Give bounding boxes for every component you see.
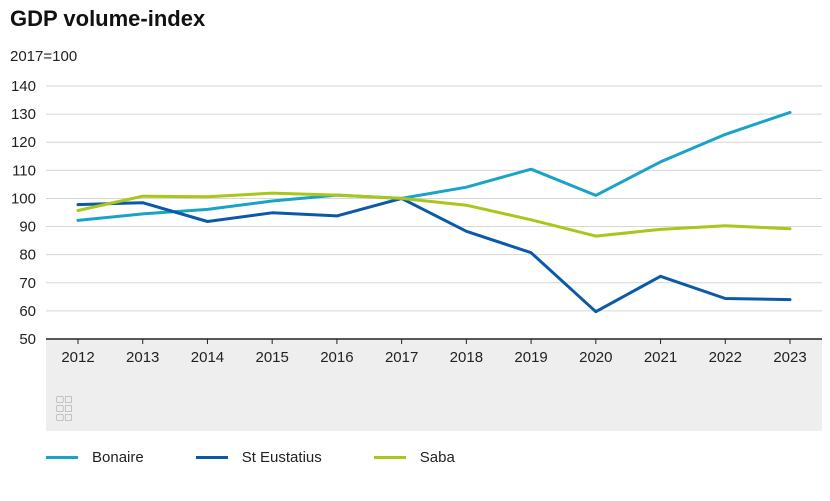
y-tick-label: 70 [19, 275, 36, 292]
y-tick-label: 140 [11, 78, 36, 95]
x-tick-label: 2022 [709, 349, 742, 366]
logo-line-1: ▢▢ [55, 394, 72, 404]
series-line-bonaire [76, 110, 792, 222]
legend-label: Saba [419, 449, 455, 466]
y-tick-label: 120 [11, 134, 36, 151]
legend-swatch [373, 456, 406, 459]
line-chart: 50 60 70 80 90 100 110 120 130 140 2012 2013 2014 20… [11, 78, 822, 431]
y-tick-label: 90 [19, 219, 36, 236]
x-axis-panel [46, 339, 822, 431]
legend-label: Bonaire [92, 449, 144, 466]
x-tick-label: 2018 [450, 349, 483, 366]
logo-line-3: ▢▢ [55, 412, 72, 422]
x-tick-label: 2020 [579, 349, 612, 366]
legend-swatch [46, 456, 78, 459]
x-tick-label: 2021 [644, 349, 677, 366]
legend-item-saba: Saba [373, 449, 455, 466]
y-tick-label: 60 [19, 303, 36, 320]
y-tick-label: 100 [11, 190, 36, 207]
legend-label: St Eustatius [241, 449, 322, 466]
x-tick-label: 2014 [191, 349, 224, 366]
legend-item-st-eustatius: St Eustatius [195, 449, 322, 466]
cbs-logo: ▢▢ ▢▢ ▢▢ [55, 394, 72, 422]
y-axis-unit-label: 2017=100 [10, 48, 78, 65]
x-tick-label: 2012 [61, 349, 94, 366]
legend-swatch [195, 456, 228, 459]
x-tick-label: 2016 [320, 349, 353, 366]
legend-item-bonaire: Bonaire [46, 449, 144, 466]
logo-line-2: ▢▢ [55, 403, 72, 413]
y-tick-label: 50 [19, 331, 36, 348]
series-line-saba [76, 191, 792, 238]
y-tick-label: 80 [19, 247, 36, 264]
y-tick-label: 130 [11, 106, 36, 123]
y-tick-label: 110 [12, 162, 36, 179]
x-tick-label: 2019 [514, 349, 547, 366]
legend: Bonaire St Eustatius Saba [46, 449, 507, 466]
chart-title: GDP volume-index [10, 6, 206, 31]
x-tick-label: 2015 [255, 349, 288, 366]
x-tick-label: 2023 [773, 349, 806, 366]
x-tick-label: 2013 [126, 349, 159, 366]
series-line-st-eustatius [76, 196, 792, 314]
x-tick-label: 2017 [385, 349, 418, 366]
